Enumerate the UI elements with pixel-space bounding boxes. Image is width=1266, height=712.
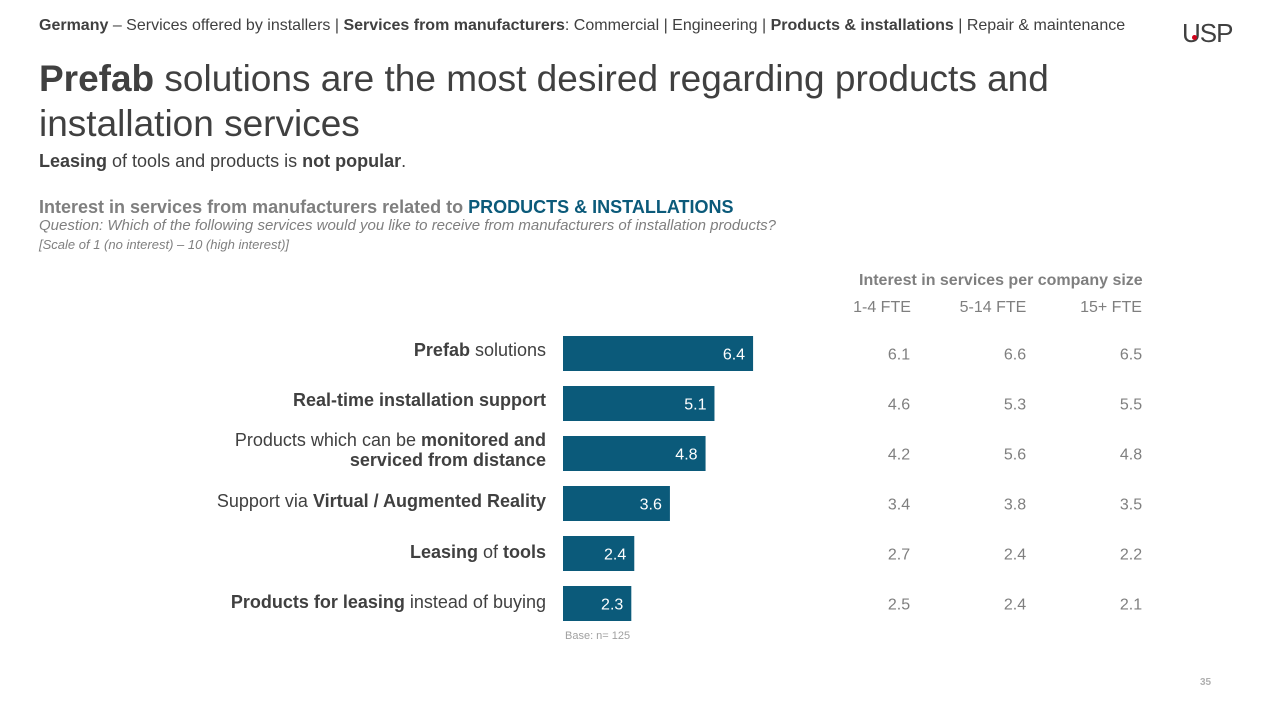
subtitle-text: . [401,151,407,171]
category-label: Support via Virtual / Augmented Reality [217,491,546,511]
size-value: 6.6 [1004,347,1026,364]
subtitle-bold: Leasing [39,151,108,171]
breadcrumb-text: | Repair & maintenance [953,17,1126,34]
size-value: 2.5 [888,597,910,614]
label-text: Support via [216,491,313,511]
label-bold: Real-time installation support [292,390,546,410]
size-table-header: Interest in services per company size [859,272,1143,289]
size-value: 4.6 [888,397,910,414]
column-header-1-4-fte: 1-4 FTE [853,299,911,316]
subtitle-bold: not popular [302,151,402,171]
usp-logo: USP [1182,18,1233,48]
breadcrumb-active: Products & installations [770,17,954,34]
breadcrumb-text: : Commercial | Engineering | [564,17,771,34]
size-value: 3.8 [1004,497,1026,514]
bar [563,536,635,571]
bar [563,386,715,421]
column-header-15-fte: 15+ FTE [1080,299,1142,316]
base-note: Base: n= 125 [565,630,631,642]
size-value: 6.5 [1120,347,1142,364]
label-text: solutions [469,340,546,360]
size-value: 5.3 [1004,397,1026,414]
logo-dot [1192,35,1197,40]
size-value: 2.4 [1004,547,1026,564]
bar [563,436,706,471]
bar-value-label: 3.6 [640,497,662,514]
bar [563,486,670,521]
breadcrumb: Germany – Services offered by installers… [39,17,1125,35]
survey-scale: [Scale of 1 (no interest) – 10 (high int… [39,237,290,252]
label-bold: tools [503,542,546,562]
label-bold: Virtual / Augmented Reality [312,491,546,511]
logo-text-a: US [1182,18,1217,48]
size-value: 2.1 [1120,597,1142,614]
logo-text-b: P [1216,18,1233,48]
size-value: 6.1 [888,347,910,364]
column-header-5-14-fte: 5-14 FTE [959,299,1027,316]
size-value: 5.6 [1004,447,1026,464]
size-value: 3.4 [888,497,910,514]
size-value: 4.8 [1120,447,1142,464]
size-value: 2.2 [1120,547,1142,564]
category-label: Products for leasing instead of buying [231,592,546,612]
size-value: 4.2 [888,447,910,464]
bar-value-label: 4.8 [675,447,697,464]
bar-value-label: 2.3 [601,597,623,614]
breadcrumb-section: Services from manufacturers [343,17,565,34]
label-text: of [477,542,503,562]
page-title: Prefab solutions are the most desired re… [39,56,1159,146]
survey-question: Question: Which of the following service… [39,217,777,234]
label-bold: Leasing [409,542,478,562]
bar-value-label: 6.4 [723,347,745,364]
label-bold: Products for leasing [230,592,405,612]
category-label: Real-time installation support [293,390,546,410]
page-number: 35 [1200,677,1212,688]
page-subtitle: Leasing of tools and products is not pop… [39,151,406,172]
page-title-bold: Prefab [39,58,155,99]
chart-heading: Interest in services from manufacturers … [39,197,733,218]
size-value: 2.4 [1004,597,1026,614]
category-label: Prefab solutions [414,340,546,360]
size-value: 3.5 [1120,497,1142,514]
bar [563,586,632,621]
chart-heading-accent: PRODUCTS & INSTALLATIONS [468,197,734,217]
breadcrumb-text: – Services offered by installers | [108,17,344,34]
size-value: 5.5 [1120,397,1142,414]
category-label: Leasing of tools [410,542,546,562]
label-bold: serviced from distance [349,450,546,470]
chart-heading-text: Interest in services from manufacturers … [39,197,469,217]
label-text: instead of buying [404,592,546,612]
size-value: 2.7 [888,547,910,564]
category-label: Products which can be monitored and servi… [235,430,546,470]
breadcrumb-country: Germany [39,17,109,34]
label-bold: Prefab [413,340,470,360]
page-title-rest: solutions are the most desired regarding… [39,58,1049,144]
subtitle-text: of tools and products is [107,151,303,171]
bar-value-label: 2.4 [604,547,626,564]
bar-value-label: 5.1 [684,397,706,414]
bar [563,336,754,371]
label-text: Products which can be [234,430,421,450]
label-bold: monitored and [421,430,546,450]
